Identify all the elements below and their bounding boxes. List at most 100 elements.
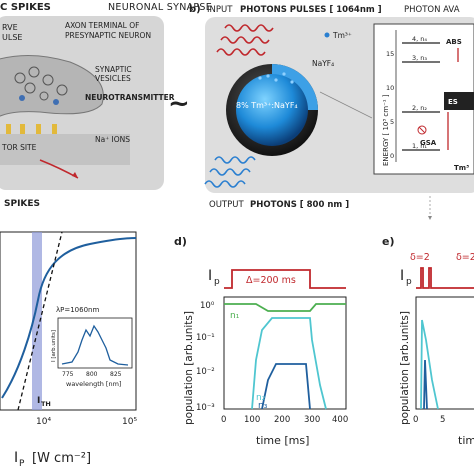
c-xlabel-sub: P bbox=[19, 459, 25, 469]
vesicles-label-2: VESICLES bbox=[95, 74, 131, 83]
d-pulse-trace bbox=[224, 269, 346, 289]
inset-lambda: λP=1060nm bbox=[56, 306, 99, 314]
e-delta-2: δ=2 bbox=[456, 252, 474, 263]
equivalence-tilde: ~ bbox=[168, 89, 190, 119]
tm-legend-dot bbox=[324, 32, 330, 38]
threshold-band bbox=[32, 232, 42, 410]
output-photon-waves bbox=[204, 156, 256, 188]
inset-tick-775: 775 bbox=[62, 371, 74, 378]
e-xlabel: tim bbox=[458, 434, 474, 447]
avalanche-curve bbox=[1, 237, 137, 399]
panel-e-letter: e) bbox=[382, 235, 395, 248]
inset-frame bbox=[57, 317, 133, 369]
zoom-line bbox=[319, 91, 373, 119]
tm-bottom-label: Tm³ bbox=[454, 164, 469, 172]
output-label: PHOTONS [ 800 nm ] bbox=[250, 200, 349, 210]
input-prefix: INPUT bbox=[207, 5, 233, 15]
forbidden-icon bbox=[417, 125, 427, 135]
panel-a-heading: C SPIKES bbox=[0, 2, 51, 13]
d-xtick-400: 400 bbox=[332, 415, 348, 425]
postsynaptic-membrane bbox=[0, 134, 130, 165]
c-xlabel: I bbox=[14, 450, 18, 466]
axon-label-2: PRESYNAPTIC NEURON bbox=[65, 31, 151, 40]
panel-a: C SPIKES NEURONAL SYNAPSE RVE ULSE AXON … bbox=[0, 2, 212, 209]
e-curve-n2 bbox=[420, 319, 439, 410]
d-delta-label: Δ=200 ms bbox=[246, 275, 296, 286]
d-curve-n3 bbox=[261, 363, 311, 410]
e-pulse-label: I bbox=[400, 268, 404, 284]
host-label: NaYF₄ bbox=[312, 59, 334, 68]
d-pulse-sub: p bbox=[214, 277, 220, 287]
panel-b: b) INPUT PHOTONS PULSES [ 1064nm ] PHOTO… bbox=[189, 4, 474, 220]
c-xlabel-unit: [W cm⁻²] bbox=[32, 451, 91, 466]
d-xlabel: time [ms] bbox=[256, 434, 309, 447]
d-ytick-3: 10⁻³ bbox=[196, 403, 215, 413]
panel-c-frame bbox=[0, 231, 137, 411]
d-xtick-200: 200 bbox=[274, 415, 290, 425]
tm-ions bbox=[258, 72, 294, 84]
level-4-label: 4, n₄ bbox=[412, 35, 427, 43]
panel-c: I TH λP=1060nm I [arb.units] 775 800 825… bbox=[0, 231, 137, 469]
inset-tick-800: 800 bbox=[86, 371, 98, 378]
inset-tick-825: 825 bbox=[110, 371, 122, 378]
d-ytick-0: 10⁰ bbox=[200, 301, 215, 311]
e-ylabel: population [arb.units] bbox=[399, 311, 411, 425]
panel-b-letter: b) bbox=[189, 4, 201, 15]
na-ions-label: Na⁺ IONS bbox=[95, 135, 130, 144]
inset-ylabel: I [arb.units] bbox=[51, 330, 57, 362]
nanoparticle-core bbox=[236, 74, 308, 146]
e-delta-1: δ=2 bbox=[410, 252, 430, 263]
nerve-label: RVE bbox=[2, 23, 18, 32]
tm-legend-label: Tm³⁺ bbox=[332, 31, 352, 40]
synaptic-vesicles bbox=[14, 66, 68, 105]
e-pulse-sub: p bbox=[406, 277, 412, 287]
connector-arrow bbox=[428, 216, 432, 220]
avalanche-label: PHOTON AVA bbox=[404, 5, 460, 15]
d-label-n3: n₃ bbox=[258, 401, 268, 411]
ith-label: I bbox=[37, 396, 40, 406]
ith-sub: TH bbox=[41, 400, 51, 408]
input-photon-waves bbox=[216, 24, 274, 56]
d-ytick-1: 10⁻¹ bbox=[196, 333, 215, 343]
gsa-label: GSA bbox=[420, 139, 437, 147]
d-xtick-100: 100 bbox=[244, 415, 260, 425]
energy-tick-10: 10 bbox=[386, 84, 394, 92]
es-box bbox=[444, 92, 474, 110]
d-curve-n1 bbox=[224, 303, 346, 312]
abs-label: ABS bbox=[446, 38, 462, 46]
d-xtick-300: 300 bbox=[304, 415, 320, 425]
e-xtick-0: 0 bbox=[413, 415, 418, 425]
output-prefix: OUTPUT bbox=[209, 200, 244, 210]
d-ylabel: population [arb.units] bbox=[183, 311, 195, 425]
energy-tick-5: 5 bbox=[390, 118, 394, 126]
e-xtick-5: 5 bbox=[440, 415, 445, 425]
panel-d-letter: d) bbox=[174, 235, 187, 248]
forbidden-icon-slash bbox=[418, 126, 426, 134]
e-pulse-trace bbox=[416, 267, 474, 289]
d-xtick-0: 0 bbox=[221, 415, 226, 425]
panel-e: e) I p δ=2 δ=2 population [arb.units] 0 … bbox=[382, 235, 474, 447]
energy-axis-label: ENERGY [ 10³ cm⁻¹ ] bbox=[382, 94, 390, 166]
receptor-sites bbox=[6, 124, 57, 134]
d-plot-frame bbox=[223, 296, 347, 410]
energy-tick-0: 0 bbox=[390, 152, 394, 160]
pulse-label: ULSE bbox=[2, 33, 22, 42]
axon-label-1: AXON TERMINAL OF bbox=[65, 21, 139, 30]
energy-levels bbox=[402, 42, 440, 151]
c-xtick-1e5: 10⁵ bbox=[122, 417, 137, 427]
input-label: PHOTONS PULSES [ 1064nm ] bbox=[240, 5, 382, 15]
slope-line bbox=[17, 231, 63, 411]
inset-spectrum bbox=[61, 324, 129, 366]
inset-xlabel: wavelength [nm] bbox=[66, 380, 121, 388]
d-label-n2: n₂ bbox=[256, 393, 266, 403]
core-label: 8% Tm³⁺:NaYF₄ bbox=[236, 101, 298, 110]
es-label: ES bbox=[448, 98, 458, 106]
receptor-label: TOR SITE bbox=[1, 143, 37, 152]
neurotransmitter-label: NEUROTRANSMITTER bbox=[85, 93, 175, 102]
panel-a-bottom-label: SPIKES bbox=[4, 199, 40, 209]
d-ytick-2: 10⁻² bbox=[196, 367, 215, 377]
energy-tick-15: 15 bbox=[386, 50, 394, 58]
spike-arrow-head bbox=[72, 172, 78, 178]
level-2-label: 2, n₂ bbox=[412, 104, 427, 112]
